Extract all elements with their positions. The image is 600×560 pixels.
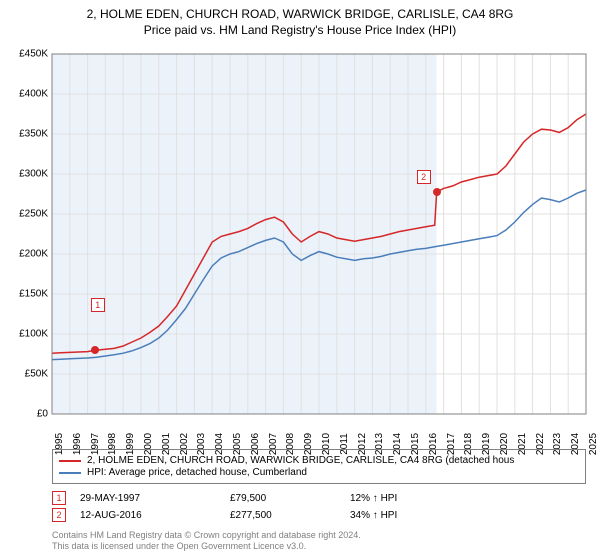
y-tick-label: £450K <box>19 49 52 60</box>
sale-row: 1 29-MAY-1997£79,50012% ↑ HPI <box>52 491 470 505</box>
sale-row-marker: 2 <box>52 508 66 522</box>
legend-item: HPI: Average price, detached house, Cumb… <box>59 467 579 478</box>
y-tick-label: £300K <box>19 169 52 180</box>
y-tick-label: £100K <box>19 329 52 340</box>
title-line-2: Price paid vs. HM Land Registry's House … <box>0 22 600 38</box>
sale-marker: 2 <box>417 170 431 184</box>
legend-swatch <box>59 460 81 462</box>
x-tick-label: 2025 <box>586 433 599 455</box>
sale-row: 2 12-AUG-2016£277,50034% ↑ HPI <box>52 508 470 522</box>
y-tick-label: £150K <box>19 289 52 300</box>
sale-row-cell: £79,500 <box>230 493 350 504</box>
chart-plot: £0£50K£100K£150K£200K£250K£300K£350K£400… <box>52 54 586 414</box>
sale-dot <box>433 188 441 196</box>
sale-marker: 1 <box>91 298 105 312</box>
y-tick-label: £50K <box>25 369 52 380</box>
chart-svg <box>52 54 586 414</box>
legend: 2, HOLME EDEN, CHURCH ROAD, WARWICK BRID… <box>52 449 586 484</box>
y-tick-label: £200K <box>19 249 52 260</box>
sale-row-cell: 29-MAY-1997 <box>80 493 230 504</box>
legend-label: 2, HOLME EDEN, CHURCH ROAD, WARWICK BRID… <box>87 455 514 466</box>
sale-row-cell: 12-AUG-2016 <box>80 510 230 521</box>
sale-row-marker: 1 <box>52 491 66 505</box>
y-tick-label: £250K <box>19 209 52 220</box>
title-line-1: 2, HOLME EDEN, CHURCH ROAD, WARWICK BRID… <box>0 6 600 22</box>
data-point-table: 1 29-MAY-1997£79,50012% ↑ HPI 2 12-AUG-2016… <box>52 488 470 525</box>
sale-row-cell: 12% ↑ HPI <box>350 493 470 504</box>
legend-label: HPI: Average price, detached house, Cumb… <box>87 467 307 478</box>
footnote: Contains HM Land Registry data © Crown c… <box>52 530 361 553</box>
y-tick-label: £350K <box>19 129 52 140</box>
sale-dot <box>91 346 99 354</box>
sale-row-cell: 34% ↑ HPI <box>350 510 470 521</box>
sale-row-cell: £277,500 <box>230 510 350 521</box>
chart-title: 2, HOLME EDEN, CHURCH ROAD, WARWICK BRID… <box>0 0 600 38</box>
legend-item: 2, HOLME EDEN, CHURCH ROAD, WARWICK BRID… <box>59 455 579 466</box>
y-tick-label: £0 <box>37 409 52 420</box>
footnote-line-2: This data is licensed under the Open Gov… <box>52 541 361 552</box>
y-tick-label: £400K <box>19 89 52 100</box>
legend-swatch <box>59 472 81 474</box>
footnote-line-1: Contains HM Land Registry data © Crown c… <box>52 530 361 541</box>
